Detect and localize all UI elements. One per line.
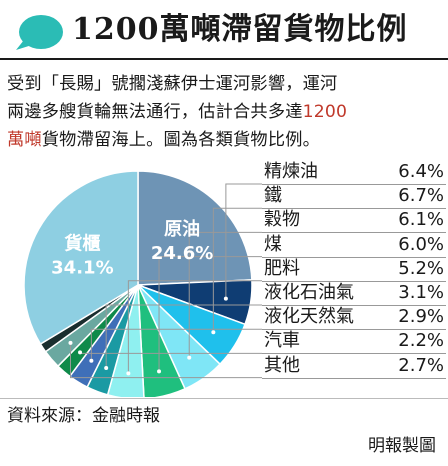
legend-row-液化石油氣: 液化石油氣 3.1% (264, 280, 444, 306)
legend-label: 穀物 (264, 209, 300, 231)
leader-dot-汽車 (78, 350, 83, 355)
slice-value-貨櫃: 34.1% (51, 258, 113, 279)
page-title: 1200萬噸滯留貨物比例 (72, 12, 408, 47)
leader-line-其他 (69, 342, 262, 379)
legend-row-液化天然氣: 液化天然氣 2.9% (264, 304, 444, 330)
legend-label: 鐵 (264, 185, 282, 207)
legend-underline (262, 232, 446, 234)
legend-value: 6.1% (398, 209, 444, 231)
pie-slice-煤 (137, 284, 186, 397)
legend-value: 6.0% (398, 233, 444, 255)
legend-underline (262, 184, 446, 185)
leader-dot-煤 (157, 369, 162, 374)
legend-label: 肥料 (264, 257, 300, 279)
slice-label-原油: 原油 (164, 218, 200, 240)
intro-line-3-text: 貨物滯留海上。圖為各類貨物比例。 (41, 130, 320, 150)
leader-dot-精煉油 (223, 296, 228, 301)
leader-dot-肥料 (126, 371, 131, 376)
legend-row-肥料: 肥料 5.2% (264, 256, 444, 282)
legend-label: 汽車 (264, 330, 300, 352)
legend-underline (262, 280, 446, 282)
leader-dot-其他 (68, 340, 73, 345)
leader-line-液化石油氣 (105, 304, 262, 369)
leader-line-液化天然氣 (90, 328, 262, 361)
legend-underline (262, 208, 446, 210)
slice-value-原油: 24.6% (151, 243, 213, 264)
leader-line-穀物 (188, 231, 262, 358)
intro-line-1: 受到「長賜」號擱淺蘇伊士運河影響，運河 (7, 74, 338, 94)
speech-bubble-icon (16, 15, 63, 50)
leader-line-鐵 (212, 207, 262, 333)
legend-label: 液化石油氣 (264, 282, 354, 303)
intro-highlight-number: 1200 (302, 102, 348, 122)
pie-slice-貨櫃 (23, 170, 139, 346)
leader-line-精煉油 (225, 183, 262, 299)
legend-underline (262, 377, 446, 379)
slice-label-貨櫃: 貨櫃 (64, 233, 100, 255)
legend-value: 2.9% (398, 306, 444, 328)
credit-note: 明報製圖 (368, 436, 436, 456)
header: 1200萬噸滯留貨物比例 (0, 0, 448, 62)
legend-label: 其他 (264, 354, 300, 376)
intro-line-2-text: 兩邊多艘貨輪無法通行，估計合共多達 (7, 102, 303, 122)
legend-value: 5.2% (398, 257, 444, 279)
legend-row-煤: 煤 6.0% (264, 232, 444, 258)
leader-line-煤 (158, 256, 262, 372)
leader-dot-穀物 (187, 355, 192, 360)
legend-row-其他: 其他 2.7% (264, 353, 444, 379)
leader-dot-液化天然氣 (89, 358, 94, 363)
leader-line-肥料 (127, 280, 262, 374)
legend-row-精煉油: 精煉油 6.4% (264, 159, 444, 185)
intro-highlight-unit: 萬噸 (7, 130, 42, 150)
leader-dot-鐵 (211, 330, 216, 335)
legend-underline (262, 256, 446, 258)
legend-label: 精煉油 (264, 161, 318, 182)
footer-divider (0, 398, 448, 399)
legend-underline (262, 353, 446, 355)
legend-value: 2.7% (398, 354, 444, 376)
legend-value: 6.4% (398, 161, 444, 182)
pie-chart: 原油 24.6% 貨櫃 34.1% (23, 170, 262, 397)
legend-underline (262, 305, 446, 306)
legend-value: 2.2% (398, 330, 444, 352)
source-note: 資料來源：金融時報 (7, 406, 160, 426)
intro-text: 受到「長賜」號擱淺蘇伊士運河影響，運河 兩邊多艘貨輪無法通行，估計合共多達120… (7, 70, 443, 154)
legend-label: 液化天然氣 (264, 306, 354, 328)
legend-row-汽車: 汽車 2.2% (264, 328, 444, 354)
intro-line-2: 兩邊多艘貨輪無法通行，估計合共多達1200 (7, 98, 443, 126)
legend-label: 煤 (264, 233, 282, 255)
legend-value: 3.1% (398, 282, 444, 303)
legend-value: 6.7% (398, 185, 444, 207)
header-divider (0, 58, 448, 60)
leader-dot-液化石油氣 (104, 366, 109, 371)
intro-line-3: 萬噸貨物滯留海上。圖為各類貨物比例。 (7, 126, 443, 154)
legend-row-穀物: 穀物 6.1% (264, 207, 444, 233)
legend-underline (262, 329, 446, 331)
legend-row-鐵: 鐵 6.7% (264, 183, 444, 209)
